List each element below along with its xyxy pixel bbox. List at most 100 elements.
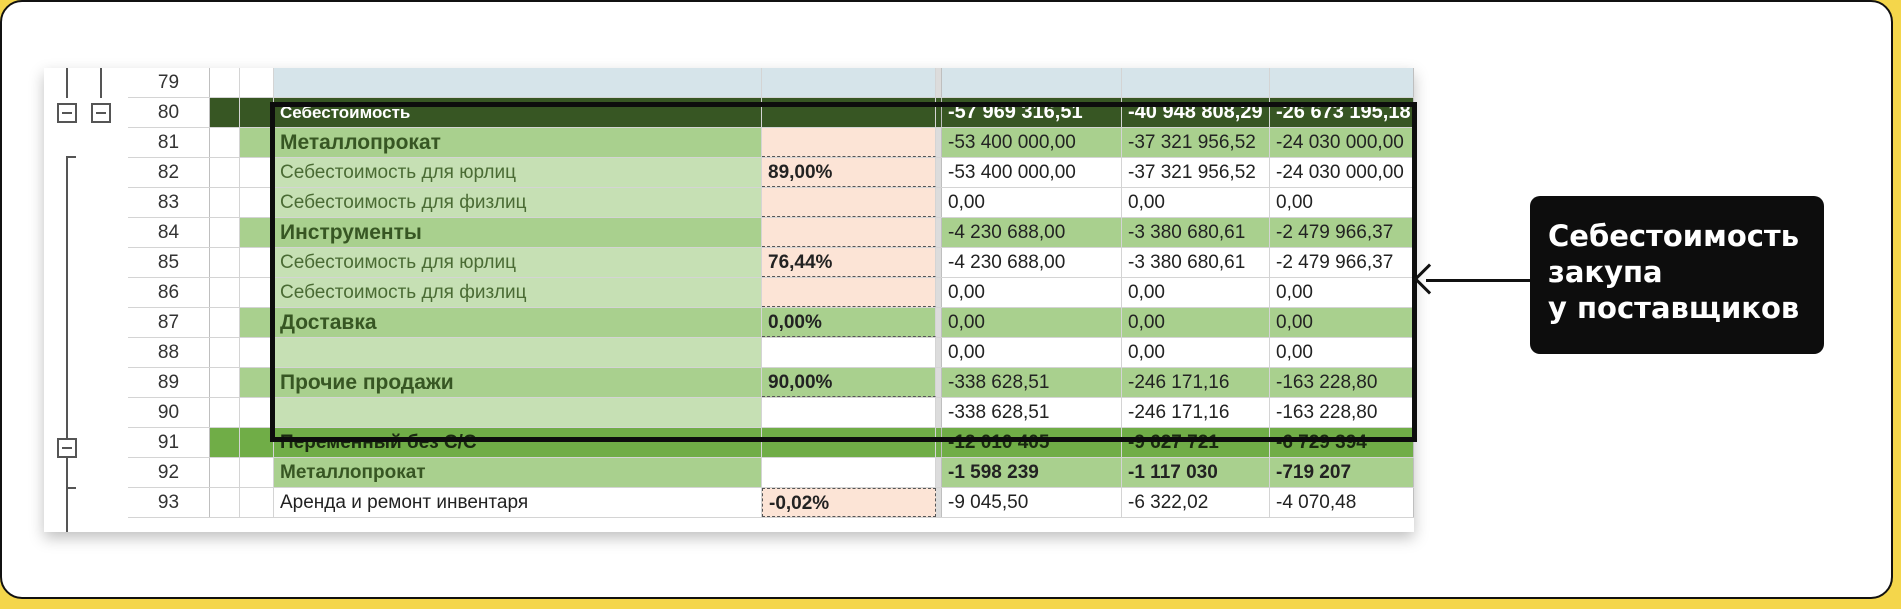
value-cell[interactable]: -246 171,16	[1122, 398, 1270, 427]
row-label-cell[interactable]: Инструменты	[274, 218, 762, 247]
value-cell[interactable]: -163 228,80	[1270, 368, 1414, 397]
row-label-cell[interactable]	[274, 68, 762, 97]
value-cell[interactable]: -9 045,50	[942, 488, 1122, 517]
row-number[interactable]: 83	[128, 188, 210, 217]
empty-cell[interactable]	[240, 188, 274, 217]
empty-cell[interactable]	[240, 308, 274, 337]
row-number[interactable]: 91	[128, 428, 210, 457]
row-number[interactable]: 88	[128, 338, 210, 367]
value-cell[interactable]: -4 230 688,00	[942, 248, 1122, 277]
empty-cell[interactable]	[210, 278, 240, 307]
value-cell[interactable]: -37 321 956,52	[1122, 128, 1270, 157]
value-cell[interactable]: -2 479 966,37	[1270, 218, 1414, 247]
percent-cell[interactable]	[762, 98, 936, 127]
row-label-cell[interactable]	[274, 338, 762, 367]
empty-cell[interactable]	[240, 248, 274, 277]
value-cell[interactable]: 0,00	[1122, 278, 1270, 307]
value-cell[interactable]: -163 228,80	[1270, 398, 1414, 427]
row-number[interactable]: 92	[128, 458, 210, 487]
value-cell[interactable]: -37 321 956,52	[1122, 158, 1270, 187]
row-label-cell[interactable]: Переменный без С/С	[274, 428, 762, 457]
row-label-cell[interactable]: Доставка	[274, 308, 762, 337]
percent-cell[interactable]	[762, 218, 936, 247]
percent-cell[interactable]	[762, 338, 936, 367]
value-cell[interactable]: -1 598 239	[942, 458, 1122, 487]
value-cell[interactable]: 0,00	[942, 338, 1122, 367]
row-label-cell[interactable]: Себестоимость для физлиц	[274, 278, 762, 307]
value-cell[interactable]: -2 479 966,37	[1270, 248, 1414, 277]
value-cell[interactable]: 0,00	[1270, 308, 1414, 337]
row-label-cell[interactable]: Аренда и ремонт инвентаря	[274, 488, 762, 517]
row-number[interactable]: 90	[128, 398, 210, 427]
percent-cell[interactable]: 90,00%	[762, 368, 936, 397]
row-label-cell[interactable]: Себестоимость для юрлиц	[274, 248, 762, 277]
empty-cell[interactable]	[210, 458, 240, 487]
value-cell[interactable]: -6 322,02	[1122, 488, 1270, 517]
row-label-cell[interactable]: Металлопрокат	[274, 128, 762, 157]
value-cell[interactable]: 0,00	[1122, 188, 1270, 217]
empty-cell[interactable]	[210, 368, 240, 397]
empty-cell[interactable]	[210, 248, 240, 277]
empty-cell[interactable]	[210, 188, 240, 217]
outline-collapse-button-row91[interactable]	[57, 438, 77, 458]
value-cell[interactable]: 0,00	[942, 308, 1122, 337]
value-cell[interactable]: -12 010 405	[942, 428, 1122, 457]
empty-cell[interactable]	[240, 488, 274, 517]
row-label-cell[interactable]: Себестоимость для юрлиц	[274, 158, 762, 187]
empty-cell[interactable]	[240, 368, 274, 397]
value-cell[interactable]: 0,00	[1270, 278, 1414, 307]
empty-cell[interactable]	[240, 278, 274, 307]
percent-cell[interactable]	[762, 278, 936, 307]
value-cell[interactable]: -9 627 721	[1122, 428, 1270, 457]
value-cell[interactable]	[1122, 68, 1270, 97]
value-cell[interactable]: -1 117 030	[1122, 458, 1270, 487]
empty-cell[interactable]	[240, 458, 274, 487]
row-number[interactable]: 81	[128, 128, 210, 157]
value-cell[interactable]: -338 628,51	[942, 398, 1122, 427]
empty-cell[interactable]	[210, 68, 240, 97]
empty-cell[interactable]	[210, 98, 240, 127]
value-cell[interactable]: -26 673 195,18	[1270, 98, 1414, 127]
row-number[interactable]: 85	[128, 248, 210, 277]
empty-cell[interactable]	[240, 158, 274, 187]
percent-cell[interactable]	[762, 188, 936, 217]
empty-cell[interactable]	[210, 308, 240, 337]
value-cell[interactable]	[1270, 68, 1414, 97]
row-number[interactable]: 86	[128, 278, 210, 307]
value-cell[interactable]: 0,00	[942, 188, 1122, 217]
outline-collapse-button-level1-row80[interactable]	[57, 103, 77, 123]
value-cell[interactable]: 0,00	[1270, 188, 1414, 217]
empty-cell[interactable]	[210, 338, 240, 367]
row-number[interactable]: 84	[128, 218, 210, 247]
empty-cell[interactable]	[210, 488, 240, 517]
value-cell[interactable]: 0,00	[942, 278, 1122, 307]
empty-cell[interactable]	[210, 158, 240, 187]
outline-collapse-button-level2-row80[interactable]	[91, 103, 111, 123]
value-cell[interactable]: -719 207	[1270, 458, 1414, 487]
value-cell[interactable]: -24 030 000,00	[1270, 128, 1414, 157]
row-label-cell[interactable]: Себестоимость для физлиц	[274, 188, 762, 217]
row-number[interactable]: 80	[128, 98, 210, 127]
empty-cell[interactable]	[240, 128, 274, 157]
empty-cell[interactable]	[240, 68, 274, 97]
percent-cell[interactable]	[762, 458, 936, 487]
percent-cell[interactable]	[762, 68, 936, 97]
value-cell[interactable]: -53 400 000,00	[942, 158, 1122, 187]
value-cell[interactable]: -4 070,48	[1270, 488, 1414, 517]
empty-cell[interactable]	[210, 398, 240, 427]
value-cell[interactable]: -338 628,51	[942, 368, 1122, 397]
row-number[interactable]: 79	[128, 68, 210, 97]
row-label-cell[interactable]: Прочие продажи	[274, 368, 762, 397]
value-cell[interactable]: -40 948 808,29	[1122, 98, 1270, 127]
percent-cell[interactable]	[762, 428, 936, 457]
row-label-cell[interactable]: Металлопрокат	[274, 458, 762, 487]
empty-cell[interactable]	[240, 428, 274, 457]
empty-cell[interactable]	[210, 428, 240, 457]
value-cell[interactable]: -57 969 316,51	[942, 98, 1122, 127]
empty-cell[interactable]	[210, 128, 240, 157]
percent-cell[interactable]: 89,00%	[762, 158, 936, 187]
row-number[interactable]: 82	[128, 158, 210, 187]
row-number[interactable]: 93	[128, 488, 210, 517]
empty-cell[interactable]	[240, 218, 274, 247]
empty-cell[interactable]	[240, 338, 274, 367]
